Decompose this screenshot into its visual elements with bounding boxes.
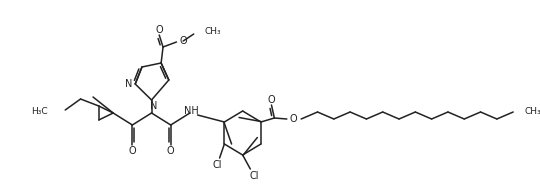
- Text: N: N: [125, 79, 132, 89]
- Text: O: O: [156, 25, 163, 35]
- Text: CH₃: CH₃: [204, 27, 221, 36]
- Text: N: N: [150, 101, 157, 111]
- Text: NH: NH: [185, 106, 199, 116]
- Text: H₃C: H₃C: [31, 107, 48, 116]
- Text: O: O: [179, 36, 187, 46]
- Text: O: O: [167, 146, 174, 156]
- Text: Cl: Cl: [249, 171, 259, 181]
- Text: O: O: [289, 114, 298, 124]
- Text: O: O: [268, 95, 275, 105]
- Text: O: O: [129, 146, 136, 156]
- Text: Cl: Cl: [213, 160, 222, 170]
- Text: CH₃: CH₃: [525, 108, 540, 117]
